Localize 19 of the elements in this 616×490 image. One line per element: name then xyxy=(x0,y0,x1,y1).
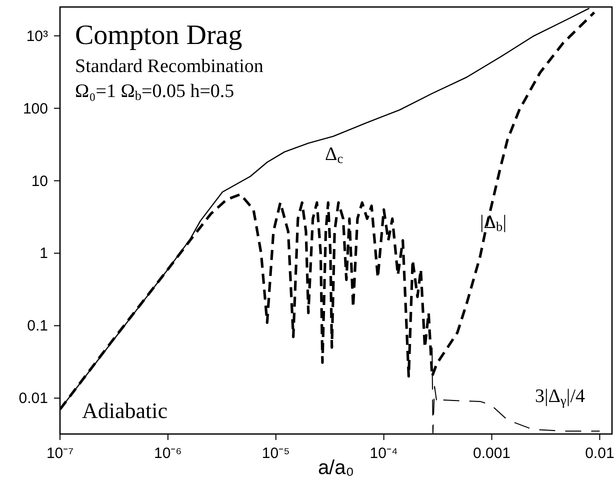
x-tick-label: 10⁻⁶ xyxy=(154,445,182,462)
x-tick-label: 10⁻⁴ xyxy=(370,445,398,462)
x-axis-title: a/a₀ xyxy=(318,457,354,479)
series-label: Δ$_{c}$ xyxy=(325,144,344,166)
x-tick-label: 10⁻⁷ xyxy=(46,445,74,462)
x-tick-label: 10⁻⁵ xyxy=(262,445,290,462)
text: Standard Recombination xyxy=(75,56,264,77)
x-tick-label: 0.01 xyxy=(585,445,614,462)
x-tick-label: 0.001 xyxy=(472,445,511,462)
y-tick-label: 0.1 xyxy=(27,318,48,335)
text: Compton Drag xyxy=(75,20,242,51)
y-tick-label: 100 xyxy=(22,100,48,118)
y-tick-label: 10³ xyxy=(26,28,48,45)
series-label: 3|Δ$_{γ}$|/4 xyxy=(535,386,586,408)
y-tick-label: 0.01 xyxy=(18,390,48,408)
y-tick-label: 1 xyxy=(40,245,48,262)
y-tick-label: 10 xyxy=(31,172,48,190)
annotation: Ω₀=1 Ω$_{b}$=0.05 h=0.5 xyxy=(75,81,234,104)
annotation: Adiabatic xyxy=(82,398,168,423)
